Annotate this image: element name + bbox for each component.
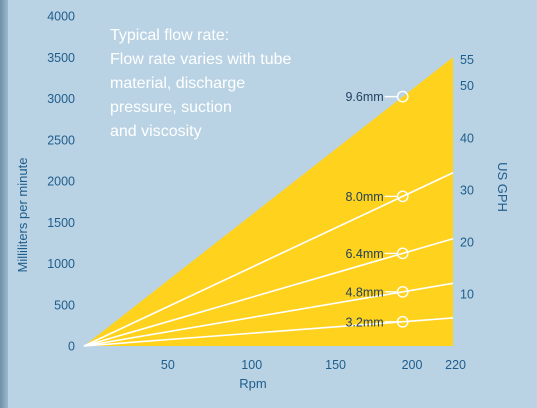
y-tick-label: 3000 xyxy=(47,92,75,106)
y2-tick-label: 30 xyxy=(460,183,474,197)
series-line-3.2mm xyxy=(83,317,454,347)
x-axis-ticks: 50 100 150 200 220 xyxy=(161,358,466,372)
y2-tick-label: 20 xyxy=(460,235,474,249)
y-tick-label: 0 xyxy=(68,340,75,354)
annotation-line: material, discharge xyxy=(110,75,245,92)
y-axis-ticks: 0 500 1000 1500 2000 2500 3000 3500 4000 xyxy=(47,10,75,354)
x-tick-label: 200 xyxy=(402,358,423,372)
x-tick-label: 150 xyxy=(325,358,346,372)
annotation-line: and viscosity xyxy=(110,123,202,140)
y-tick-label: 1000 xyxy=(47,257,75,271)
x-axis-title: Rpm xyxy=(239,376,266,391)
series-label-4.8mm: 4.8mm xyxy=(345,285,383,299)
x-tick-label: 100 xyxy=(241,358,262,372)
y-tick-label: 3500 xyxy=(47,51,75,65)
y-tick-label: 2500 xyxy=(47,133,75,147)
plot-area-layer xyxy=(84,57,453,346)
series-label-9.6mm: 9.6mm xyxy=(345,90,383,104)
y-axis-title: Milliliters per minute xyxy=(15,158,30,273)
annotation-line: pressure, suction xyxy=(110,99,232,116)
y2-tick-label: 40 xyxy=(460,131,474,145)
series-line-8.0mm xyxy=(83,172,454,347)
series-line-6.4mm xyxy=(83,237,454,347)
x-tick-label: 220 xyxy=(445,358,466,372)
y2-tick-label: 10 xyxy=(460,287,474,301)
y2-tick-label: 50 xyxy=(460,79,474,93)
series-label-3.2mm: 3.2mm xyxy=(345,315,383,329)
series-line-4.8mm xyxy=(83,282,454,347)
series-markers-layer: 9.6mm 8.0mm 6.4mm 4.8mm 3.2mm xyxy=(345,90,409,329)
series-label-6.4mm: 6.4mm xyxy=(345,247,383,261)
series-lines-layer xyxy=(83,172,454,347)
y-tick-label: 500 xyxy=(54,298,75,312)
x-tick-label: 50 xyxy=(161,358,175,372)
annotation-block: Typical flow rate: Flow rate varies with … xyxy=(110,27,292,140)
annotation-line: Typical flow rate: xyxy=(110,27,229,44)
y2-axis-ticks: 10 20 30 40 50 55 xyxy=(460,53,474,301)
y-tick-label: 4000 xyxy=(47,10,75,24)
background-edge-strip xyxy=(0,0,8,408)
y2-axis-title: US GPH xyxy=(495,162,510,212)
y2-tick-label: 55 xyxy=(460,53,474,67)
annotation-line: Flow rate varies with tube xyxy=(110,51,292,68)
series-label-8.0mm: 8.0mm xyxy=(345,190,383,204)
flow-area-fill xyxy=(84,57,453,346)
y-tick-label: 1500 xyxy=(47,216,75,230)
y-tick-label: 2000 xyxy=(47,175,75,189)
